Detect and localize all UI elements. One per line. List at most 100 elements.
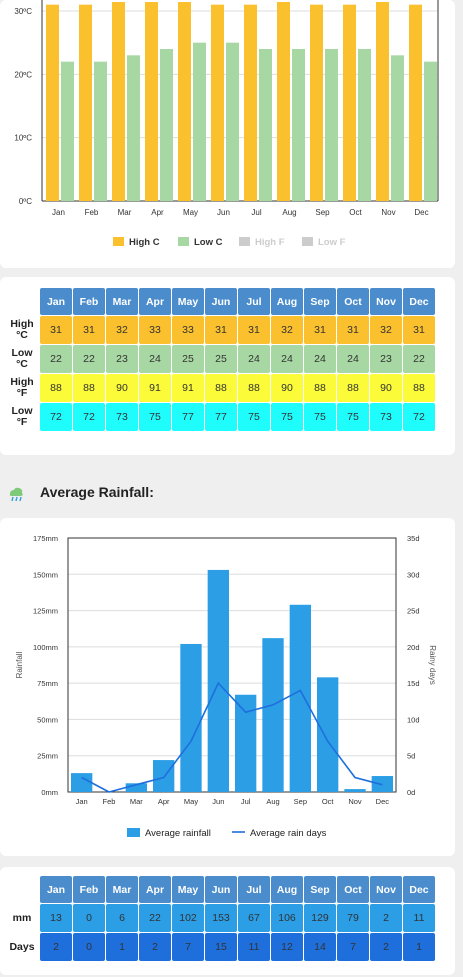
x-tick-label: Sep — [315, 208, 330, 217]
table-cell: 24 — [304, 345, 336, 373]
table-cell: 72 — [403, 403, 435, 431]
rain-days-label: Days — [9, 940, 35, 953]
table-cell: 22 — [403, 345, 435, 373]
table-cell: 31 — [205, 316, 237, 344]
y-tick-label: 0mm — [41, 788, 58, 797]
table-cell: 31 — [73, 316, 105, 344]
table-cell: 6 — [106, 904, 138, 932]
x-tick-label: Oct — [322, 797, 335, 806]
temperature-table: Jan Feb Mar Apr May Jun Jul Aug Sep Oct Nov Dec Hig… — [4, 287, 436, 432]
table-cell: 88 — [238, 374, 270, 402]
y-tick-label: 20ºC — [14, 70, 32, 79]
legend-swatch — [239, 237, 250, 246]
high-c-bar — [79, 4, 92, 201]
y-tick-label: 30ºC — [14, 7, 32, 16]
table-cell: 106 — [271, 904, 303, 932]
table-cell: 75 — [271, 403, 303, 431]
table-cell: 1 — [106, 933, 138, 961]
rainfall-bar — [153, 760, 175, 792]
table-cell: 77 — [205, 403, 237, 431]
table-cell: 24 — [271, 345, 303, 373]
high-c-bar — [211, 4, 224, 201]
rainfall-bar — [71, 773, 93, 792]
temperature-table-header: Jan Feb Mar Apr May Jun Jul Aug Sep Oct Nov Dec — [5, 288, 435, 315]
x-tick-label: May — [184, 797, 198, 806]
table-cell: 23 — [106, 345, 138, 373]
table-cell: 31 — [40, 316, 72, 344]
table-cell: 73 — [106, 403, 138, 431]
table-cell: 25 — [172, 345, 204, 373]
rainfall-chart-card: 0mm 0d 25mm 5d 50mm 10d 75mm 15d 100mm 20d 125mm 25… — [0, 518, 455, 856]
x-tick-label: May — [183, 208, 198, 217]
x-tick-label: Mar — [118, 208, 132, 217]
legend-item[interactable]: Low C — [178, 237, 223, 248]
table-cell: 22 — [40, 345, 72, 373]
y2-tick-label: 20d — [407, 643, 420, 652]
x-tick-label: Sep — [294, 797, 307, 806]
legend-swatch — [178, 237, 189, 246]
table-cell: 129 — [304, 904, 336, 932]
month-header: May — [172, 876, 204, 903]
high-c-bar — [112, 2, 125, 201]
x-tick-label: Apr — [158, 797, 170, 806]
legend-item[interactable]: High C — [113, 237, 160, 248]
month-header: Nov — [370, 288, 402, 315]
x-tick-label: Jul — [241, 797, 251, 806]
table-cell: 23 — [370, 345, 402, 373]
x-tick-label: Jan — [76, 797, 88, 806]
table-cell: 88 — [403, 374, 435, 402]
legend-label: High C — [129, 237, 160, 248]
high-c-bar — [178, 2, 191, 201]
month-header: May — [172, 288, 204, 315]
table-cell: 11 — [403, 904, 435, 932]
y2-tick-label: 15d — [407, 679, 420, 688]
high-c-row: High °C 31 31 32 33 33 31 31 32 31 31 32 31 — [5, 316, 435, 344]
table-cell: 88 — [205, 374, 237, 402]
legend-item[interactable]: Low F — [302, 237, 346, 248]
month-header: Apr — [139, 876, 171, 903]
temperature-chart-card: 0ºC 10ºC 20ºC 30ºC Jan Feb Mar Apr May Jun Jul Aug S… — [0, 0, 455, 268]
x-tick-label: Jun — [212, 797, 224, 806]
table-cell: 2 — [370, 904, 402, 932]
y-tick-label: 75mm — [37, 679, 58, 688]
y2-axis-title: Rainy days — [428, 645, 437, 685]
month-header: Apr — [139, 288, 171, 315]
legend-item[interactable]: Average rain days — [232, 828, 327, 839]
table-cell: 11 — [238, 933, 270, 961]
x-tick-label: Mar — [130, 797, 143, 806]
low-c-bar — [193, 42, 206, 201]
rainfall-table-header: Jan Feb Mar Apr May Jun Jul Aug Sep Oct Nov Dec — [5, 876, 435, 903]
y-tick-label: 50mm — [37, 715, 58, 724]
low-c-bar — [391, 55, 404, 202]
table-cell: 153 — [205, 904, 237, 932]
y-tick-label: 25mm — [37, 752, 58, 761]
low-c-bar — [325, 49, 338, 201]
low-c-bar — [259, 49, 272, 201]
month-header: Jan — [40, 288, 72, 315]
temperature-chart: 0ºC 10ºC 20ºC 30ºC Jan Feb Mar Apr May Jun Jul Aug S… — [14, 0, 439, 248]
table-cell: 0 — [73, 904, 105, 932]
table-cell: 22 — [73, 345, 105, 373]
y2-tick-label: 30d — [407, 570, 420, 579]
x-tick-label: Jan — [52, 208, 65, 217]
table-cell: 72 — [73, 403, 105, 431]
low-c-label: Low °C — [11, 347, 33, 370]
month-header: Feb — [73, 288, 105, 315]
table-cell: 0 — [73, 933, 105, 961]
rainfall-bar — [289, 604, 311, 792]
month-header: Mar — [106, 876, 138, 903]
table-cell: 31 — [238, 316, 270, 344]
rainfall-mm-label: mm — [12, 911, 32, 924]
legend-item[interactable]: High F — [239, 237, 285, 248]
month-header: Sep — [304, 288, 336, 315]
x-tick-label: Aug — [266, 797, 279, 806]
rainfall-chart: 0mm 0d 25mm 5d 50mm 10d 75mm 15d 100mm 20d 125mm 25… — [15, 534, 437, 839]
table-cell: 1 — [403, 933, 435, 961]
rainfall-bar — [344, 789, 366, 792]
x-tick-label: Nov — [348, 797, 362, 806]
legend-item[interactable]: Average rainfall — [127, 828, 211, 839]
high-c-bar — [343, 4, 356, 201]
month-header: Oct — [337, 876, 369, 903]
table-cell: 75 — [337, 403, 369, 431]
high-c-bar — [376, 2, 389, 201]
